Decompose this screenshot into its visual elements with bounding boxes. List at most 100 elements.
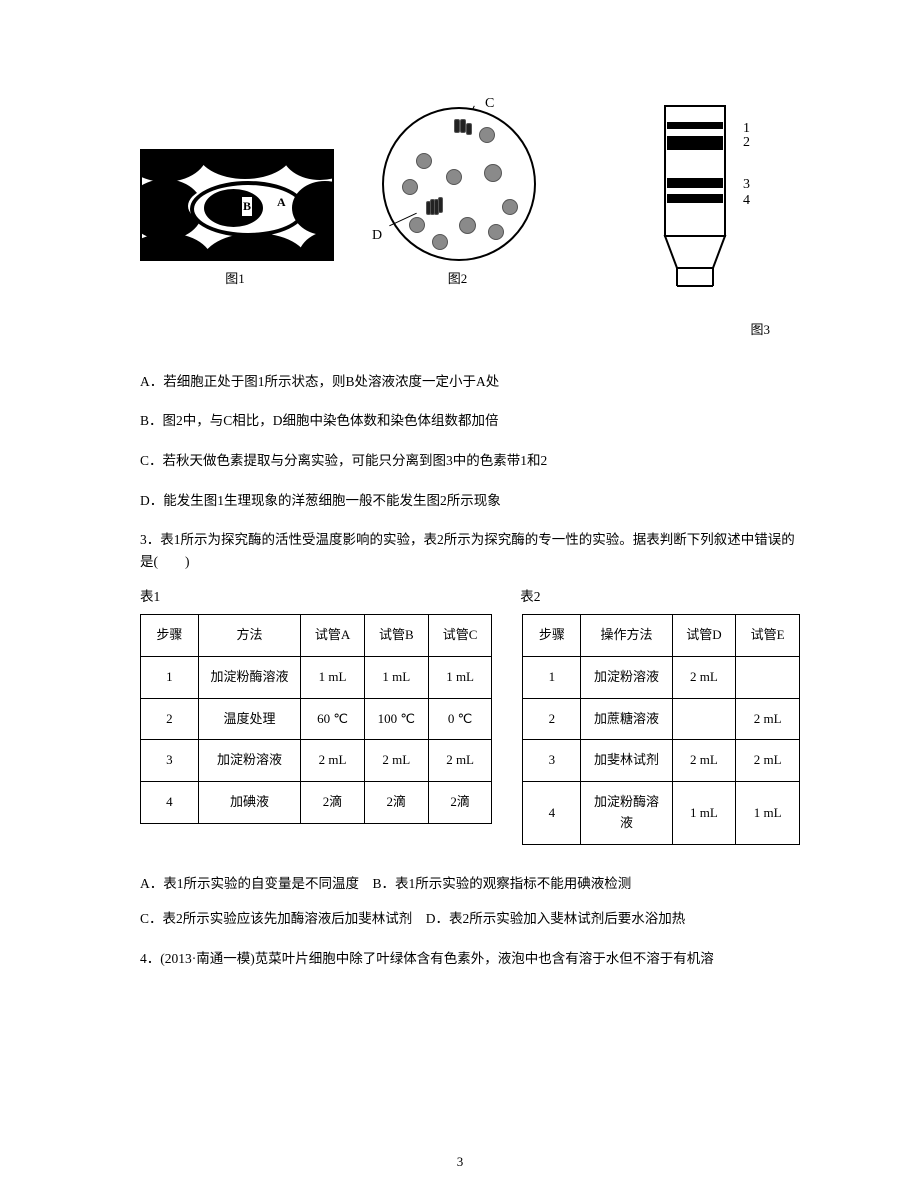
table2-cell [672, 698, 736, 740]
figure-1: AB 图1 [140, 149, 330, 290]
table-labels: 表1 表2 [140, 586, 800, 608]
pigment-band [667, 122, 723, 129]
table2-header: 步骤 [523, 614, 581, 656]
table1-cell: 1 mL [301, 656, 365, 698]
table2-cell: 1 mL [736, 782, 800, 845]
q2-option-a: A．若细胞正处于图1所示状态，则B处溶液浓度一定小于A处 [140, 371, 800, 393]
nucleus-dot [466, 123, 472, 135]
pigment-band [667, 136, 723, 150]
table1-cell: 1 mL [364, 656, 428, 698]
nucleus-dot [459, 217, 476, 234]
table1-cell: 加淀粉溶液 [198, 740, 300, 782]
q2-option-b: B．图2中，与C相比，D细胞中染色体数和染色体组数都加倍 [140, 410, 800, 432]
table2-cell: 2 mL [672, 656, 736, 698]
table1-cell: 0 ℃ [428, 698, 492, 740]
table2-cell: 加淀粉酶溶液 [581, 782, 672, 845]
nucleus-dot [446, 169, 462, 185]
table2-row: 4加淀粉酶溶液1 mL1 mL [523, 782, 800, 845]
nucleus-dot [432, 234, 448, 250]
q2-option-d: D．能发生图1生理现象的洋葱细胞一般不能发生图2所示现象 [140, 490, 800, 512]
table1-cell: 2 mL [428, 740, 492, 782]
table1-cell: 2滴 [301, 782, 365, 824]
table1-cell: 1 mL [428, 656, 492, 698]
page-number: 3 [0, 1152, 920, 1173]
figures-row: AB 图1 C D 图2 [140, 100, 800, 290]
pigment-band [667, 194, 723, 203]
nucleus-dot [416, 153, 432, 169]
table2-cell: 2 mL [672, 740, 736, 782]
table1-cell: 60 ℃ [301, 698, 365, 740]
table2-cell: 2 [523, 698, 581, 740]
table1-header: 试管B [364, 614, 428, 656]
q4-stem: 4．(2013·南通一模)苋菜叶片细胞中除了叶绿体含有色素外，液泡中也含有溶于水… [140, 948, 800, 970]
table-1: 步骤方法试管A试管B试管C 1加淀粉酶溶液1 mL1 mL1 mL2温度处理60… [140, 614, 492, 824]
table1-row: 1加淀粉酶溶液1 mL1 mL1 mL [141, 656, 492, 698]
cell-shape [292, 181, 334, 235]
table2-row: 2加蔗糖溶液 2 mL [523, 698, 800, 740]
table1-row: 2温度处理60 ℃100 ℃0 ℃ [141, 698, 492, 740]
q3-options-line2: C．表2所示实验应该先加酶溶液后加斐林试剂 D．表2所示实验加入斐林试剂后要水浴… [140, 908, 800, 930]
figure-3: 1234 [625, 100, 765, 290]
table2-cell: 加淀粉溶液 [581, 656, 672, 698]
figure-1-micrograph: AB [140, 149, 334, 261]
table-2: 步骤操作方法试管D试管E 1加淀粉溶液2 mL2加蔗糖溶液2 mL3加斐林试剂2… [522, 614, 800, 845]
table2-header: 试管E [736, 614, 800, 656]
nucleus-dot [484, 164, 502, 182]
table2-cell: 加蔗糖溶液 [581, 698, 672, 740]
table2-row: 3加斐林试剂2 mL2 mL [523, 740, 800, 782]
table1-cell: 1 [141, 656, 199, 698]
table2-cell: 4 [523, 782, 581, 845]
nucleus-dot [479, 127, 495, 143]
q3-options-line1: A．表1所示实验的自变量是不同温度 B．表1所示实验的观察指标不能用碘液检测 [140, 873, 800, 895]
table1-row: 4加碘液2滴2滴2滴 [141, 782, 492, 824]
table1-cell: 4 [141, 782, 199, 824]
figure-1-label-b: B [242, 197, 252, 216]
table1-cell: 2 [141, 698, 199, 740]
table1-row: 3加淀粉溶液2 mL2 mL2 mL [141, 740, 492, 782]
table1-cell: 温度处理 [198, 698, 300, 740]
tables-row: 步骤方法试管A试管B试管C 1加淀粉酶溶液1 mL1 mL1 mL2温度处理60… [140, 614, 800, 845]
table1-cell: 100 ℃ [364, 698, 428, 740]
figure-1-caption: 图1 [140, 269, 330, 290]
table1-header: 方法 [198, 614, 300, 656]
table1-header: 试管A [301, 614, 365, 656]
figure-2-micrograph [382, 107, 536, 261]
cell-shape [197, 149, 293, 179]
pigment-band [667, 178, 723, 188]
nucleus-dot [488, 224, 504, 240]
cell-protoplast [204, 189, 263, 227]
table2-row: 1加淀粉溶液2 mL [523, 656, 800, 698]
table1-cell: 2 mL [301, 740, 365, 782]
table2-cell: 3 [523, 740, 581, 782]
table1-cell: 2滴 [428, 782, 492, 824]
table1-cell: 2滴 [364, 782, 428, 824]
nucleus-dot [409, 217, 425, 233]
cell-shape [202, 233, 308, 261]
figure-3-chromatography: 1234 [655, 100, 735, 290]
cell-shape [282, 149, 334, 180]
table1-cell: 2 mL [364, 740, 428, 782]
table2-header: 试管D [672, 614, 736, 656]
table2-cell: 2 mL [736, 740, 800, 782]
figure-2-caption: 图2 [370, 269, 545, 290]
table1-header: 步骤 [141, 614, 199, 656]
band-label: 4 [743, 190, 750, 212]
nucleus-dot [438, 197, 443, 213]
table1-header: 试管C [428, 614, 492, 656]
nucleus-dot [502, 199, 518, 215]
table1-cell: 3 [141, 740, 199, 782]
table2-cell: 加斐林试剂 [581, 740, 672, 782]
table2-cell: 1 [523, 656, 581, 698]
table2-label: 表2 [520, 586, 540, 608]
table2-cell: 2 mL [736, 698, 800, 740]
nucleus-dot [402, 179, 418, 195]
band-label: 2 [743, 132, 750, 154]
table2-cell [736, 656, 800, 698]
table2-cell: 1 mL [672, 782, 736, 845]
table1-label: 表1 [140, 586, 160, 608]
figure-2: C D 图2 [370, 101, 545, 290]
figure-3-caption: 图3 [140, 320, 770, 341]
q2-option-c: C．若秋天做色素提取与分离实验，可能只分离到图3中的色素带1和2 [140, 450, 800, 472]
q3-stem: 3．表1所示为探究酶的活性受温度影响的实验，表2所示为探究酶的专一性的实验。据表… [140, 529, 800, 572]
nucleus-dot [426, 201, 431, 215]
